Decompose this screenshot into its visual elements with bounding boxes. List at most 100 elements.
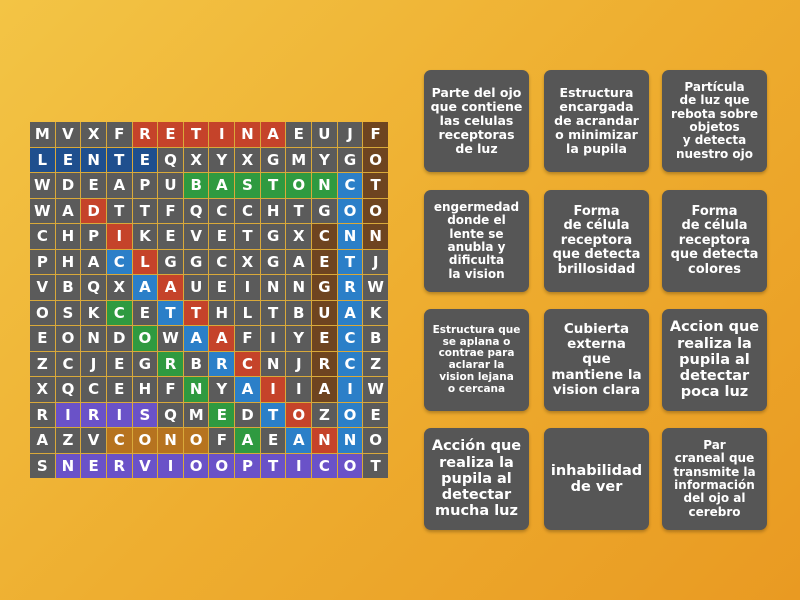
grid-cell[interactable]: S [55,300,81,325]
grid-cell[interactable]: O [183,453,209,478]
clue-card[interactable]: engermedad donde el lente se anubla y di… [424,190,529,292]
grid-cell[interactable]: O [183,428,209,453]
grid-cell[interactable]: I [106,402,132,427]
grid-cell[interactable]: O [132,326,158,351]
grid-cell[interactable]: V [55,122,81,147]
grid-cell[interactable]: T [363,453,388,478]
grid-cell[interactable]: R [209,351,235,376]
grid-cell[interactable]: A [106,173,132,198]
grid-cell[interactable]: Z [30,351,55,376]
grid-cell[interactable]: P [30,249,55,274]
grid-cell[interactable]: B [363,326,388,351]
grid-cell[interactable]: T [132,198,158,223]
grid-cell[interactable]: I [235,275,260,300]
grid-cell[interactable]: F [106,122,132,147]
grid-cell[interactable]: G [312,275,337,300]
grid-cell[interactable]: O [337,402,363,427]
grid-cell[interactable]: E [312,326,337,351]
grid-cell[interactable]: Y [312,147,337,172]
grid-cell[interactable]: C [235,351,260,376]
grid-cell[interactable]: N [260,351,286,376]
grid-cell[interactable]: X [286,224,312,249]
grid-cell[interactable]: E [106,377,132,402]
grid-cell[interactable]: A [81,249,106,274]
grid-cell[interactable]: A [209,173,235,198]
grid-cell[interactable]: P [235,453,260,478]
clue-card[interactable]: Estructura que se aplana o contrae para … [424,309,529,411]
grid-cell[interactable]: U [158,173,183,198]
grid-cell[interactable]: X [30,377,55,402]
grid-cell[interactable]: V [30,275,55,300]
grid-cell[interactable]: R [106,453,132,478]
grid-cell[interactable]: L [132,249,158,274]
grid-cell[interactable]: X [106,275,132,300]
grid-cell[interactable]: F [235,326,260,351]
grid-cell[interactable]: A [55,198,81,223]
grid-cell[interactable]: T [183,122,209,147]
grid-cell[interactable]: I [337,377,363,402]
grid-cell[interactable]: C [81,377,106,402]
grid-cell[interactable]: Y [209,377,235,402]
grid-cell[interactable]: N [286,275,312,300]
grid-cell[interactable]: C [106,428,132,453]
grid-cell[interactable]: A [158,275,183,300]
grid-cell[interactable]: N [183,377,209,402]
grid-cell[interactable]: A [209,326,235,351]
grid-cell[interactable]: B [183,173,209,198]
grid-cell[interactable]: G [312,198,337,223]
grid-cell[interactable]: N [312,173,337,198]
grid-cell[interactable]: T [260,173,286,198]
grid-cell[interactable]: D [81,198,106,223]
grid-cell[interactable]: H [55,224,81,249]
grid-cell[interactable]: T [260,300,286,325]
grid-cell[interactable]: T [106,198,132,223]
clue-card[interactable]: Estructura encargada de acrandar o minim… [544,70,649,172]
grid-cell[interactable]: E [55,147,81,172]
grid-cell[interactable]: G [260,224,286,249]
grid-cell[interactable]: V [81,428,106,453]
grid-cell[interactable]: O [209,453,235,478]
grid-cell[interactable]: A [260,122,286,147]
grid-cell[interactable]: A [183,326,209,351]
grid-cell[interactable]: D [106,326,132,351]
grid-cell[interactable]: F [209,428,235,453]
grid-cell[interactable]: X [235,147,260,172]
grid-cell[interactable]: Y [286,326,312,351]
grid-cell[interactable]: E [158,224,183,249]
grid-cell[interactable]: Z [363,351,388,376]
grid-cell[interactable]: O [363,428,388,453]
grid-cell[interactable]: E [81,453,106,478]
grid-cell[interactable]: F [158,377,183,402]
grid-cell[interactable]: J [363,249,388,274]
grid-cell[interactable]: E [286,122,312,147]
grid-cell[interactable]: N [81,326,106,351]
grid-cell[interactable]: T [286,198,312,223]
grid-cell[interactable]: S [132,402,158,427]
clue-card[interactable]: Par craneal que transmite la información… [662,428,767,530]
grid-cell[interactable]: Z [55,428,81,453]
clue-card[interactable]: Forma de célula receptora que detecta co… [662,190,767,292]
grid-cell[interactable]: F [158,198,183,223]
grid-cell[interactable]: T [260,402,286,427]
grid-cell[interactable]: N [158,428,183,453]
grid-cell[interactable]: U [312,300,337,325]
grid-cell[interactable]: I [106,224,132,249]
grid-cell[interactable]: N [363,224,388,249]
grid-cell[interactable]: O [337,198,363,223]
grid-cell[interactable]: M [30,122,55,147]
grid-cell[interactable]: E [81,173,106,198]
grid-cell[interactable]: I [286,377,312,402]
grid-cell[interactable]: U [183,275,209,300]
grid-cell[interactable]: Z [312,402,337,427]
grid-cell[interactable]: I [158,453,183,478]
grid-cell[interactable]: N [235,122,260,147]
grid-cell[interactable]: R [81,402,106,427]
grid-cell[interactable]: N [260,275,286,300]
grid-cell[interactable]: N [81,147,106,172]
grid-cell[interactable]: X [183,147,209,172]
grid-cell[interactable]: T [363,173,388,198]
grid-cell[interactable]: G [337,147,363,172]
grid-cell[interactable]: O [286,402,312,427]
grid-cell[interactable]: R [132,122,158,147]
grid-cell[interactable]: C [337,326,363,351]
